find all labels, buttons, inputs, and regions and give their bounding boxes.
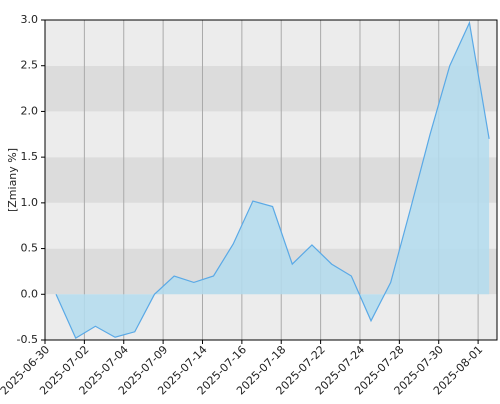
background-band xyxy=(45,20,497,66)
area xyxy=(56,22,490,339)
y-tick-label: 2.0 xyxy=(21,104,39,117)
y-tick-label: 2.5 xyxy=(21,59,39,72)
y-axis-label: [Zmiany %] xyxy=(6,148,19,212)
y-tick-label: -0.5 xyxy=(17,333,38,346)
background-band xyxy=(45,111,497,158)
background-band xyxy=(45,65,497,112)
y-tick-label: 1.0 xyxy=(21,196,39,209)
y-tick-label: 0.5 xyxy=(21,242,39,255)
y-tick-label: 3.0 xyxy=(21,13,39,26)
y-tick-label: 1.5 xyxy=(21,150,39,163)
line xyxy=(55,20,490,340)
y-tick-label: 0.0 xyxy=(21,287,39,300)
plot-frame xyxy=(44,19,498,341)
